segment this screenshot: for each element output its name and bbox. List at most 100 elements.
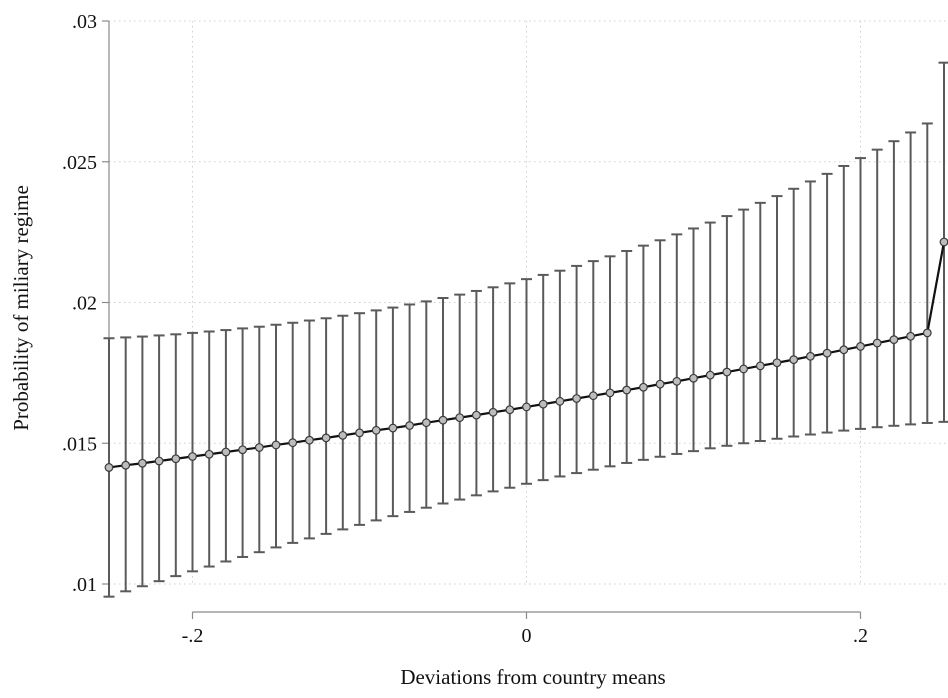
data-point xyxy=(573,395,581,403)
data-point xyxy=(640,383,648,391)
error-bar xyxy=(905,132,916,424)
data-point xyxy=(322,434,330,442)
data-point xyxy=(205,450,213,458)
data-point xyxy=(807,352,815,360)
error-bar xyxy=(204,331,215,566)
data-point xyxy=(489,408,497,416)
data-point xyxy=(673,378,681,386)
error-bar xyxy=(321,318,332,534)
data-point xyxy=(272,441,280,449)
error-bar xyxy=(638,246,649,460)
data-point xyxy=(255,444,263,452)
error-bar xyxy=(287,323,298,543)
data-point xyxy=(706,371,714,379)
y-tick-label: .01 xyxy=(72,574,97,596)
data-point xyxy=(924,329,932,337)
y-tick-label: .025 xyxy=(62,152,97,174)
data-point xyxy=(907,332,915,340)
data-point xyxy=(289,439,297,447)
error-bar xyxy=(304,321,315,539)
data-point xyxy=(456,414,464,422)
error-bar xyxy=(888,141,899,426)
error-bar xyxy=(605,256,616,466)
data-point xyxy=(823,349,831,357)
error-bar xyxy=(788,189,799,437)
data-point xyxy=(506,406,514,414)
x-tick-label: 0 xyxy=(522,625,532,647)
data-point xyxy=(155,457,163,465)
x-tick-label: -.2 xyxy=(182,625,204,647)
data-point xyxy=(790,356,798,364)
error-bar xyxy=(371,310,382,520)
error-bar xyxy=(471,291,482,495)
data-point xyxy=(523,403,531,411)
error-bar xyxy=(271,325,282,548)
error-bar xyxy=(237,328,248,557)
data-point xyxy=(590,392,598,400)
error-bar xyxy=(872,150,883,428)
data-point xyxy=(306,436,314,444)
error-bar xyxy=(504,283,515,487)
error-bar xyxy=(621,251,632,463)
data-point xyxy=(857,343,865,351)
data-point xyxy=(222,448,230,456)
data-point xyxy=(239,446,247,454)
error-bar xyxy=(538,275,549,480)
error-bar xyxy=(387,308,398,517)
data-point xyxy=(773,359,781,367)
confidence-interval-bars xyxy=(104,63,948,597)
error-bar xyxy=(755,203,766,441)
data-point xyxy=(539,400,547,408)
data-point xyxy=(389,424,397,432)
error-bar xyxy=(404,304,415,511)
error-bar xyxy=(588,261,599,470)
data-point xyxy=(105,464,113,472)
y-axis-label: Probability of miliary regime xyxy=(9,185,33,431)
error-bar xyxy=(738,210,749,444)
error-bar xyxy=(772,196,783,439)
data-point xyxy=(172,455,180,463)
data-point xyxy=(189,453,197,461)
x-tick-label: .2 xyxy=(853,625,868,647)
error-bar xyxy=(488,287,499,491)
y-tick-label: .03 xyxy=(72,11,97,33)
error-bar xyxy=(254,327,265,552)
error-bar xyxy=(421,301,432,507)
error-bar xyxy=(454,295,465,500)
error-bar xyxy=(922,123,933,423)
data-point xyxy=(606,389,614,397)
error-bar xyxy=(521,279,532,484)
data-point xyxy=(723,368,731,376)
error-bar xyxy=(571,266,582,473)
data-point xyxy=(890,336,898,344)
data-point xyxy=(740,365,748,373)
error-bar xyxy=(838,166,849,431)
error-bar xyxy=(671,234,682,454)
y-tick-label: .02 xyxy=(72,293,97,315)
x-axis-label: Deviations from country means xyxy=(400,665,665,689)
data-point xyxy=(139,459,147,467)
data-point xyxy=(122,461,130,469)
axes: .01 .015 .02 .025 .03 -.2 0 .2 xyxy=(62,11,868,647)
data-point xyxy=(556,398,564,406)
data-point xyxy=(757,362,765,370)
grid xyxy=(109,21,948,584)
error-bar xyxy=(688,228,699,451)
y-tick-label: .015 xyxy=(62,433,97,455)
data-point xyxy=(406,422,414,430)
data-point xyxy=(840,346,848,354)
data-point xyxy=(873,339,881,347)
error-bar xyxy=(805,181,816,434)
error-bar xyxy=(554,271,565,477)
error-bar xyxy=(705,223,716,449)
error-bar xyxy=(438,298,449,503)
data-point xyxy=(690,374,698,382)
error-bar xyxy=(721,216,732,446)
data-point xyxy=(439,416,447,424)
error-bar xyxy=(337,316,348,530)
data-point xyxy=(356,429,364,437)
error-bar xyxy=(354,313,365,525)
data-point xyxy=(473,411,481,419)
error-bar xyxy=(220,330,231,561)
